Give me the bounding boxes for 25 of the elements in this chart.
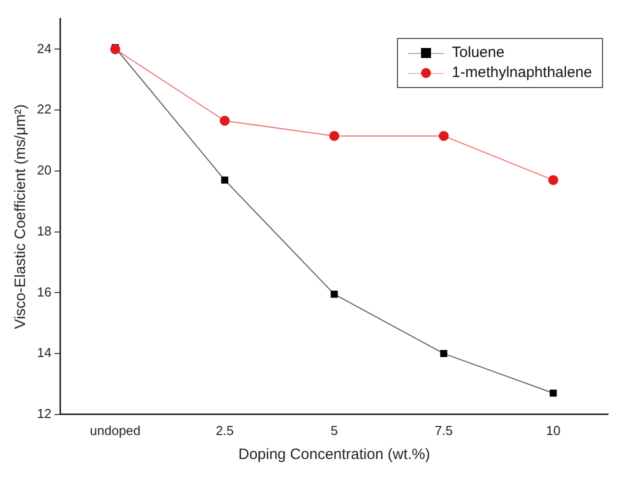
y-tick-label: 22: [36, 102, 52, 117]
y-tick-label: 12: [36, 406, 52, 421]
x-axis-title: Doping Concentration (wt.%): [238, 446, 430, 464]
x-tick-label: 5: [330, 422, 338, 438]
y-tick-label: 18: [36, 223, 52, 238]
point: [329, 130, 340, 141]
x-tick-label: 2.5: [216, 422, 234, 438]
legend-label: 1-methylnaphthalene: [452, 63, 592, 83]
point: [330, 290, 338, 298]
point: [438, 130, 449, 141]
point: [221, 176, 228, 184]
point: [550, 390, 557, 397]
point: [548, 175, 558, 186]
y-tick-label: 24: [36, 40, 52, 56]
legend-label: Toluene: [452, 43, 504, 63]
point: [110, 44, 120, 54]
x-tick-label: undoped: [90, 422, 141, 438]
point: [440, 350, 448, 358]
y-tick-label: 16: [36, 284, 52, 300]
point: [220, 116, 230, 126]
x-tick-label: 10: [546, 422, 560, 438]
y-axis-title: Visco-Elastic Coefficient (ms/μm²): [12, 104, 30, 330]
y-tick-label: 20: [36, 162, 52, 178]
x-tick-label: 7.5: [434, 422, 453, 438]
y-tick-label: 14: [36, 345, 52, 360]
